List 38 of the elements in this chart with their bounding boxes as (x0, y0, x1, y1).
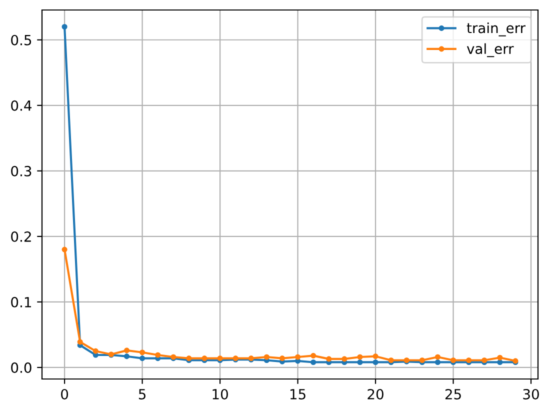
point (497, 354, 503, 360)
x-tick-label: 5 (138, 389, 146, 400)
point (372, 354, 378, 360)
y-tick-label: 0.0 (11, 362, 32, 373)
x-tick-label: 10 (212, 388, 228, 400)
x-tick-label: 0 (61, 388, 68, 400)
point (434, 354, 440, 360)
y-tick-label: 0.3 (11, 166, 32, 176)
point (124, 354, 130, 360)
y-tick-label: 0.5 (11, 34, 32, 46)
point (279, 356, 286, 362)
point (77, 339, 83, 345)
point (294, 354, 301, 360)
point (357, 359, 363, 366)
y-tick-label: 0.2 (11, 231, 31, 242)
point (264, 354, 270, 360)
y-tick-label: 0.1 (11, 296, 31, 308)
point (310, 352, 316, 358)
legend-label: train_err (466, 22, 526, 36)
y-tick-label: 0.4 (11, 100, 32, 111)
point (372, 359, 378, 366)
point (342, 356, 348, 362)
point (310, 359, 316, 366)
point (140, 350, 146, 356)
point (92, 348, 98, 354)
x-tick-label: 15 (290, 389, 306, 400)
point (140, 356, 146, 362)
point (357, 354, 363, 360)
legend-label: val_err (466, 43, 514, 58)
point (155, 352, 161, 358)
point (62, 246, 68, 252)
x-tick-label: 25 (445, 388, 461, 400)
x-tick-label: 20 (368, 388, 384, 400)
point (124, 348, 130, 354)
point (62, 24, 68, 30)
x-tick-label: 30 (523, 388, 539, 400)
point (434, 359, 440, 366)
point (326, 356, 332, 362)
